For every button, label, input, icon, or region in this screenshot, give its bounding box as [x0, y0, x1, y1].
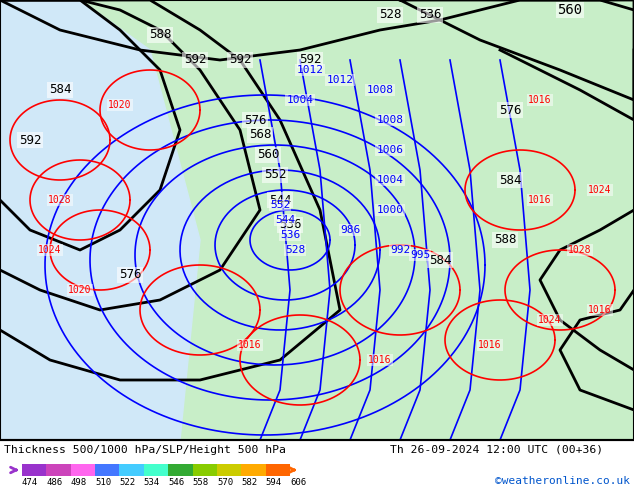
Text: 592: 592 — [229, 53, 251, 67]
Text: 1024: 1024 — [588, 185, 612, 195]
Text: 576: 576 — [119, 269, 141, 281]
Text: 544: 544 — [275, 215, 295, 225]
Text: 558: 558 — [193, 478, 209, 487]
Text: 1016: 1016 — [478, 340, 501, 350]
Text: 560: 560 — [557, 3, 583, 17]
Bar — [46, 464, 71, 476]
Text: 536: 536 — [418, 8, 441, 22]
Text: 992: 992 — [390, 245, 410, 255]
Text: 536: 536 — [279, 219, 301, 231]
Text: 552: 552 — [270, 200, 290, 210]
Text: 1012: 1012 — [297, 65, 323, 75]
Text: 1016: 1016 — [238, 340, 262, 350]
Text: 1028: 1028 — [568, 245, 592, 255]
Text: 1008: 1008 — [366, 85, 394, 95]
Bar — [22, 464, 46, 476]
Text: 1004: 1004 — [377, 175, 403, 185]
Text: 1012: 1012 — [327, 75, 354, 85]
Bar — [95, 464, 119, 476]
Text: 1016: 1016 — [528, 195, 552, 205]
Bar — [193, 464, 217, 476]
Text: 986: 986 — [340, 225, 360, 235]
Bar — [119, 464, 144, 476]
Text: 510: 510 — [95, 478, 111, 487]
Text: 1024: 1024 — [538, 315, 562, 325]
Text: 570: 570 — [217, 478, 233, 487]
Text: 1020: 1020 — [68, 285, 92, 295]
Text: 1016: 1016 — [528, 95, 552, 105]
Text: 592: 592 — [184, 53, 206, 67]
Text: Th 26-09-2024 12:00 UTC (00+36): Th 26-09-2024 12:00 UTC (00+36) — [390, 445, 603, 455]
Text: 582: 582 — [242, 478, 257, 487]
Text: 528: 528 — [378, 8, 401, 22]
Text: 1016: 1016 — [588, 305, 612, 315]
Text: 584: 584 — [499, 173, 521, 187]
Text: 486: 486 — [46, 478, 63, 487]
Text: 534: 534 — [144, 478, 160, 487]
Text: 995: 995 — [410, 250, 430, 260]
Text: 568: 568 — [249, 128, 271, 142]
Text: 536: 536 — [280, 230, 300, 240]
Text: 552: 552 — [264, 169, 286, 181]
Bar — [217, 464, 242, 476]
Text: 1020: 1020 — [108, 100, 132, 110]
Text: ©weatheronline.co.uk: ©weatheronline.co.uk — [495, 476, 630, 486]
Bar — [0, 0, 634, 440]
Polygon shape — [0, 0, 200, 440]
Text: 1008: 1008 — [377, 115, 403, 125]
Bar — [266, 464, 290, 476]
Text: 592: 592 — [299, 53, 321, 67]
Text: Thickness 500/1000 hPa/SLP/Height 500 hPa: Thickness 500/1000 hPa/SLP/Height 500 hP… — [4, 445, 286, 455]
Text: 560: 560 — [257, 148, 279, 162]
Bar — [71, 464, 95, 476]
Text: 544: 544 — [269, 194, 291, 206]
Bar — [242, 464, 266, 476]
Text: 606: 606 — [290, 478, 306, 487]
Text: 584: 584 — [429, 253, 451, 267]
Text: 528: 528 — [285, 245, 305, 255]
Text: 588: 588 — [149, 28, 171, 42]
Text: 576: 576 — [243, 114, 266, 126]
Bar — [0, 440, 634, 490]
Text: 588: 588 — [494, 234, 516, 246]
Text: 594: 594 — [266, 478, 281, 487]
Text: 576: 576 — [499, 103, 521, 117]
Text: 522: 522 — [119, 478, 136, 487]
Text: 1000: 1000 — [377, 205, 403, 215]
Text: 1016: 1016 — [368, 355, 392, 365]
Text: 1006: 1006 — [377, 145, 403, 155]
Bar — [0, 0, 634, 440]
Text: 1004: 1004 — [287, 95, 313, 105]
Bar — [144, 464, 168, 476]
Text: 592: 592 — [19, 133, 41, 147]
Text: 546: 546 — [168, 478, 184, 487]
Text: 498: 498 — [71, 478, 87, 487]
Text: 1028: 1028 — [48, 195, 72, 205]
Text: 474: 474 — [22, 478, 38, 487]
Bar — [168, 464, 193, 476]
Text: 1024: 1024 — [38, 245, 61, 255]
Text: 584: 584 — [49, 83, 71, 97]
